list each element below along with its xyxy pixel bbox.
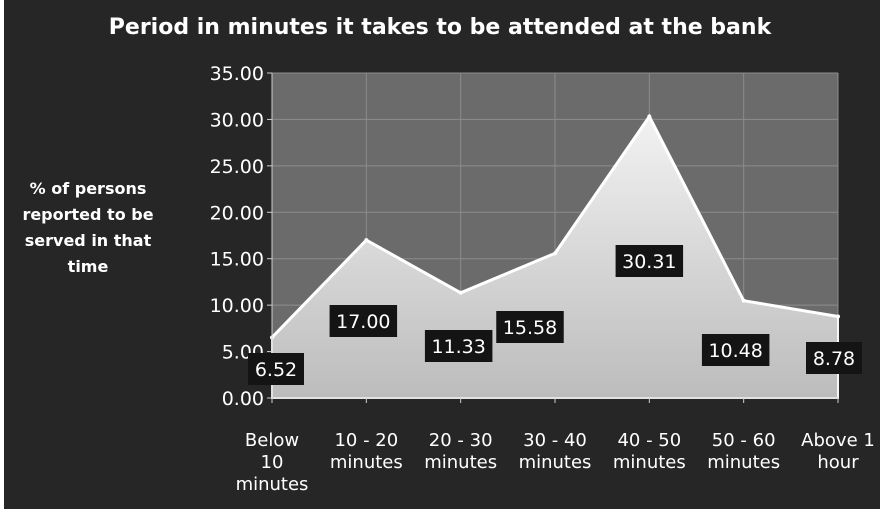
x-tick-label: 20 - 30 [429,430,493,451]
y-axis-label-line: served in that [25,231,152,250]
data-label-text: 15.58 [503,317,557,339]
x-tick-label: minutes [707,452,780,473]
data-label-box [329,305,398,337]
x-tick-label: 10 - 20 [334,430,398,451]
data-label-text: 8.78 [813,348,855,370]
y-tick-label: 35.00 [210,63,264,85]
x-tick-label: 10 [261,452,284,473]
data-label-text: 6.52 [255,359,297,381]
x-tick-label: minutes [519,452,592,473]
data-label-text: 10.48 [708,340,762,362]
y-axis-label: % of persons reported to be served in that… [22,179,153,276]
x-tick-label: minutes [330,452,403,473]
y-tick-label: 20.00 [210,202,264,224]
data-label-box [806,342,862,374]
x-tick-label: 40 - 50 [617,430,681,451]
data-label: 10.48 [701,334,770,366]
data-label-box [615,245,684,277]
x-tick-label: 50 - 60 [712,430,776,451]
y-axis-label-line: time [68,257,109,276]
y-tick-label: 25.00 [210,156,264,178]
data-point [741,298,746,303]
y-axis-label-line: reported to be [22,205,153,224]
data-label-box [248,353,304,385]
data-point [647,114,652,119]
data-labels: 6.52 17.00 11.33 15.58 30.31 10.48 8.78 [248,245,862,385]
data-point [836,314,840,319]
x-tick-label: minutes [236,474,309,495]
data-point [458,290,463,295]
y-axis-label-line: % of persons [30,179,147,198]
x-tick-label: hour [817,452,859,473]
data-label-box [424,330,493,362]
data-label-text: 17.00 [336,311,390,333]
chart-title: Period in minutes it takes to be attende… [109,15,773,40]
data-label: 6.52 [248,353,304,385]
x-tick-label: minutes [424,452,497,473]
x-tick-label: minutes [613,452,686,473]
data-label: 30.31 [615,245,684,277]
gridlines [271,72,839,399]
data-label: 11.33 [424,330,493,362]
x-tick-label: Below [245,430,299,451]
y-tick-label: 0.00 [222,388,264,410]
data-label: 8.78 [806,342,862,374]
y-tick-label: 15.00 [210,249,264,271]
data-label-text: 11.33 [431,336,485,358]
data-label-text: 30.31 [622,251,676,273]
data-label: 17.00 [329,305,398,337]
data-point [364,238,369,243]
data-label: 15.58 [496,311,564,343]
data-point [553,251,557,256]
x-tick-label: 30 - 40 [523,430,587,451]
y-tick-label: 10.00 [210,295,264,317]
y-tick-label: 30.00 [210,109,264,131]
x-tick-label: Above 1 [801,430,875,451]
data-label-box [701,334,770,366]
data-label-box [496,311,564,343]
